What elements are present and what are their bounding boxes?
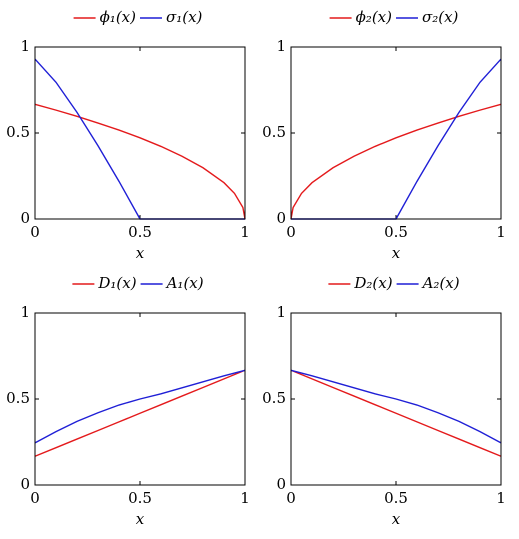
x-tick-label: 1 — [496, 223, 506, 241]
series-line — [291, 58, 502, 220]
series-line — [34, 369, 246, 457]
x-tick-label: 0 — [30, 223, 40, 241]
x-tick-label: 0 — [286, 489, 296, 507]
legend-label: σ₂(x) — [422, 8, 459, 26]
x-tick-label: 1 — [240, 223, 250, 241]
series-line — [290, 369, 502, 444]
series-line — [290, 103, 502, 220]
x-tick-label: 0.5 — [128, 489, 152, 507]
plot-frame — [290, 46, 502, 220]
legend-label: D₁(x) — [97, 274, 136, 292]
plot-frame — [290, 312, 502, 486]
x-tick-label: 0.5 — [384, 489, 408, 507]
series-line — [290, 369, 502, 457]
y-tick-label: 0.5 — [262, 123, 286, 141]
y-tick-label: 1 — [276, 303, 286, 321]
y-tick-label: 1 — [20, 303, 30, 321]
plot-frame — [34, 312, 246, 486]
series-line — [34, 369, 246, 444]
x-axis-label: x — [392, 510, 401, 528]
y-tick-label: 0.5 — [6, 389, 30, 407]
legend-label: ϕ₂(x) — [356, 8, 393, 26]
legend-label: A₁(x) — [165, 274, 204, 292]
series-line — [34, 58, 245, 220]
x-tick-label: 0 — [30, 489, 40, 507]
y-tick-label: 1 — [276, 37, 286, 55]
y-tick-label: 1 — [20, 37, 30, 55]
legend-label: σ₁(x) — [166, 8, 203, 26]
y-tick-label: 0 — [276, 209, 286, 227]
x-axis-label: x — [136, 244, 145, 262]
x-tick-label: 0.5 — [384, 223, 408, 241]
y-tick-label: 0.5 — [6, 123, 30, 141]
x-axis-label: x — [136, 510, 145, 528]
legend-label: A₂(x) — [421, 274, 460, 292]
x-axis-label: x — [392, 244, 401, 262]
legend-label: D₂(x) — [353, 274, 392, 292]
y-tick-label: 0.5 — [262, 389, 286, 407]
x-tick-label: 0.5 — [128, 223, 152, 241]
x-tick-label: 0 — [286, 223, 296, 241]
y-tick-label: 0 — [20, 475, 30, 493]
x-tick-label: 1 — [496, 489, 506, 507]
legend-label: ϕ₁(x) — [100, 8, 137, 26]
plot-frame — [34, 46, 246, 220]
series-line — [34, 103, 246, 220]
x-tick-label: 1 — [240, 489, 250, 507]
y-tick-label: 0 — [20, 209, 30, 227]
y-tick-label: 0 — [276, 475, 286, 493]
